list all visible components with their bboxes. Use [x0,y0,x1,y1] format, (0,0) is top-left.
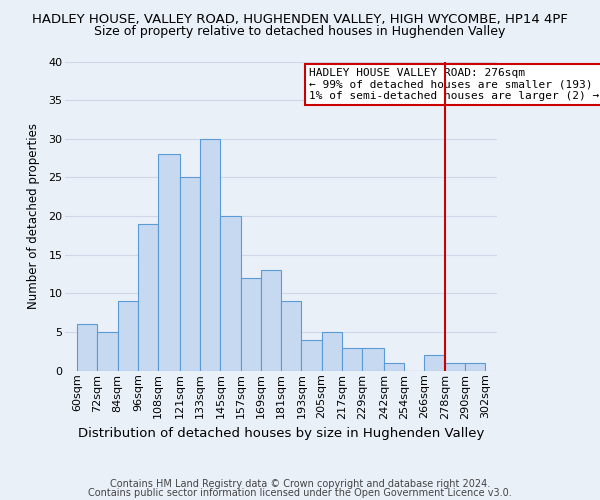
Bar [77,324,97,371]
Y-axis label: Number of detached properties: Number of detached properties [27,123,40,309]
Bar [200,139,220,371]
Bar [158,154,180,371]
Bar [445,363,465,371]
Bar [97,332,118,371]
Bar [301,340,322,371]
Text: HADLEY HOUSE VALLEY ROAD: 276sqm
← 99% of detached houses are smaller (193)
1% o: HADLEY HOUSE VALLEY ROAD: 276sqm ← 99% o… [309,68,599,101]
Bar [220,216,241,371]
Bar [180,178,200,371]
Bar [342,348,362,371]
Text: Contains public sector information licensed under the Open Government Licence v3: Contains public sector information licen… [88,488,512,498]
Bar [281,301,301,371]
Bar [118,301,138,371]
Bar [384,363,404,371]
Text: Contains HM Land Registry data © Crown copyright and database right 2024.: Contains HM Land Registry data © Crown c… [110,479,490,489]
Bar [424,356,445,371]
Bar [322,332,342,371]
Bar [261,270,281,371]
Bar [241,278,261,371]
Text: Size of property relative to detached houses in Hughenden Valley: Size of property relative to detached ho… [94,25,506,38]
X-axis label: Distribution of detached houses by size in Hughenden Valley: Distribution of detached houses by size … [78,427,484,440]
Text: HADLEY HOUSE, VALLEY ROAD, HUGHENDEN VALLEY, HIGH WYCOMBE, HP14 4PF: HADLEY HOUSE, VALLEY ROAD, HUGHENDEN VAL… [32,12,568,26]
Bar [362,348,384,371]
Bar [465,363,485,371]
Bar [138,224,158,371]
